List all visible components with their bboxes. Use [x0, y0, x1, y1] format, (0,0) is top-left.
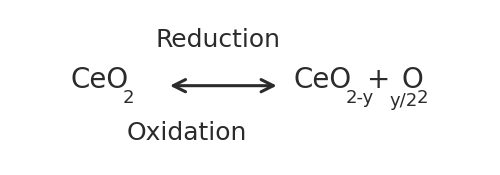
- Text: CeO: CeO: [70, 66, 128, 94]
- Text: +: +: [366, 66, 390, 94]
- Text: Oxidation: Oxidation: [126, 121, 246, 145]
- Text: 2: 2: [122, 89, 134, 107]
- Text: Reduction: Reduction: [155, 28, 280, 52]
- Text: 2: 2: [417, 89, 428, 107]
- Text: CeO: CeO: [293, 66, 351, 94]
- Text: O: O: [402, 66, 423, 94]
- Text: y/2: y/2: [390, 92, 418, 110]
- Text: 2-y: 2-y: [346, 89, 374, 107]
